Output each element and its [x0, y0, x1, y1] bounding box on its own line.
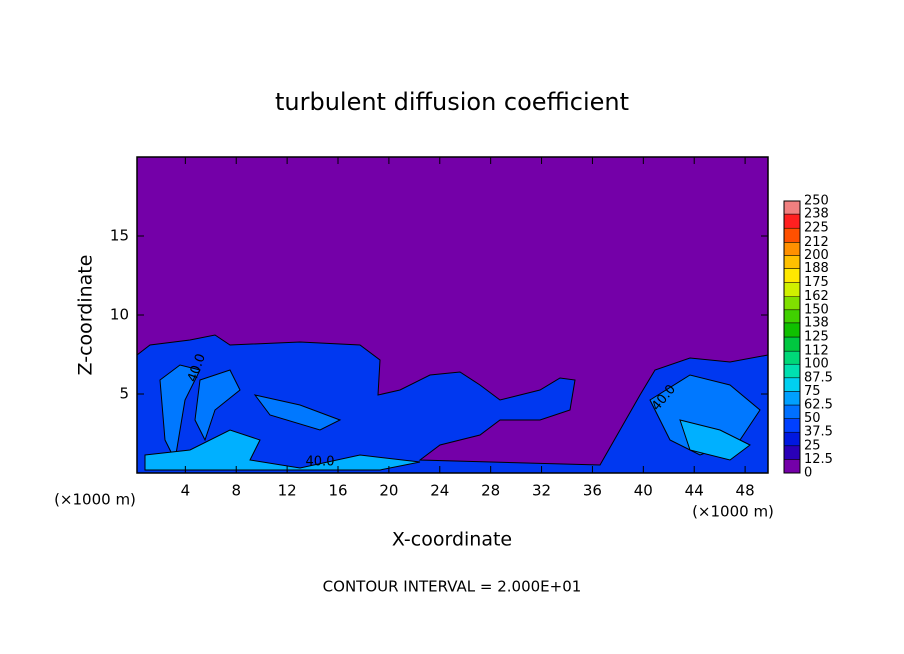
colorbar-band [783, 268, 801, 283]
colorbar-label: 250 [804, 194, 829, 209]
x-unit-left: (×1000 m) [54, 491, 136, 509]
colorbar-band [783, 200, 801, 215]
colorbar-label: 0 [804, 466, 812, 481]
x-tick-label: 28 [481, 482, 500, 500]
colorbar-label: 25 [804, 438, 821, 453]
y-tick-label: 5 [119, 385, 129, 403]
colorbar-label: 175 [804, 275, 829, 290]
x-tick-label: 8 [231, 482, 241, 500]
colorbar-band [783, 227, 801, 243]
colorbar-band [783, 296, 801, 311]
colorbar-label: 125 [804, 330, 829, 345]
colorbar-band [783, 255, 801, 269]
x-tick-label: 4 [181, 482, 191, 500]
colorbar-band [783, 309, 801, 324]
colorbar-label: 87.5 [804, 370, 833, 385]
chart-title: turbulent diffusion coefficient [275, 88, 629, 116]
colorbar-label: 138 [804, 315, 829, 330]
colorbar-band [783, 336, 801, 352]
colorbar-label: 188 [804, 261, 829, 276]
x-tick-label: 12 [278, 482, 297, 500]
x-tick-label: 32 [532, 482, 551, 500]
field [136, 157, 769, 474]
y-tick-label: 10 [110, 306, 129, 324]
colorbar-label: 100 [804, 357, 829, 372]
y-axis-label: Z-coordinate [75, 255, 97, 376]
colorbar-label: 75 [804, 384, 821, 399]
y-tick-label: 15 [110, 227, 129, 245]
colorbar-label: 37.5 [804, 425, 833, 440]
colorbar-band [783, 213, 801, 229]
colorbar-band [783, 391, 801, 406]
colorbar-label: 212 [804, 235, 829, 250]
colorbar-band [783, 459, 801, 474]
colorbar-band [783, 418, 801, 433]
x-tick-label: 48 [736, 482, 755, 500]
colorbar-band [783, 431, 801, 447]
x-unit-right: (×1000 m) [692, 503, 774, 521]
colorbar-band [783, 445, 801, 460]
colorbar-label: 12.5 [804, 452, 833, 467]
contour-label: 40.0 [306, 455, 335, 470]
colorbar-band [783, 377, 801, 392]
colorbar-label: 62.5 [804, 398, 833, 413]
colorbar-band [783, 242, 801, 256]
field-region [136, 334, 769, 474]
colorbar-label: 162 [804, 289, 829, 304]
colorbar-label: 112 [804, 344, 829, 359]
colorbar-label: 50 [804, 411, 821, 426]
x-tick-label: 16 [328, 482, 347, 500]
x-tick-label: 24 [430, 482, 449, 500]
colorbar-label: 225 [804, 221, 829, 236]
colorbar-frame [783, 200, 801, 474]
field-region [144, 419, 751, 471]
x-tick-label: 40 [634, 482, 653, 500]
x-tick-label: 36 [583, 482, 602, 500]
colorbar-label: 200 [804, 248, 829, 263]
colorbar-band [783, 322, 801, 338]
colorbar-label: 238 [804, 207, 829, 222]
x-axis-label: X-coordinate [392, 529, 512, 551]
footnote: CONTOUR INTERVAL = 2.000E+01 [323, 578, 582, 596]
colorbar-band [783, 363, 801, 379]
colorbar-band [783, 282, 801, 297]
colorbar-label: 150 [804, 302, 829, 317]
colorbar-band [783, 350, 801, 365]
x-tick-label: 20 [379, 482, 398, 500]
x-tick-label: 44 [685, 482, 704, 500]
colorbar-band [783, 404, 801, 419]
